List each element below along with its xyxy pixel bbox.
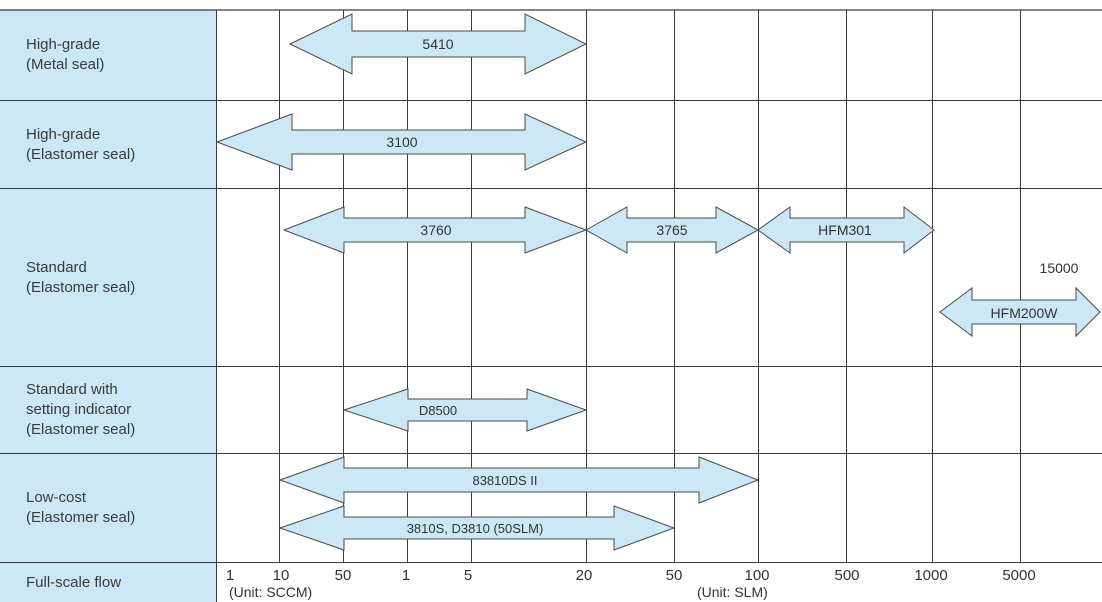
arrow-d8500: [342, 388, 588, 432]
axis-ticks: 1 10 50 1 5 20 50 100 500 1000 5000 (Uni…: [226, 567, 1036, 600]
arrow-label-3100: 3100: [386, 134, 417, 150]
arrow-3810s-d3810: [278, 505, 676, 551]
tick-label: 20: [576, 567, 593, 584]
arrow-label-hfm301: HFM301: [818, 222, 872, 238]
arrow-hfm200w: [939, 286, 1101, 338]
arrow-label-3810s-d3810: 3810S, D3810 (50SLM): [407, 521, 544, 536]
tick-label: 1: [402, 567, 410, 584]
row-label-standard: Standard (Elastomer seal): [0, 189, 216, 366]
arrow-label-83810ds-ii: 83810DS II: [472, 473, 537, 488]
tick-label: 500: [834, 567, 859, 584]
tick-label: 5000: [1002, 567, 1035, 584]
arrow-5410: [288, 13, 588, 75]
tick-label: 50: [335, 567, 352, 584]
tick-label: 50: [666, 567, 683, 584]
row-label-low-cost: Low-cost (Elastomer seal): [0, 454, 216, 562]
grid: [0, 9, 1102, 602]
arrow-label-5410: 5410: [422, 36, 453, 52]
axis-label: Full-scale flow: [0, 563, 216, 602]
row-label-high-grade-elastomer: High-grade (Elastomer seal): [0, 101, 216, 188]
tick-label: 100: [744, 567, 769, 584]
arrow-label-d8500: D8500: [419, 403, 457, 418]
row-label-standard-with-indicator: Standard with setting indicator (Elastom…: [0, 367, 216, 453]
row-label-high-grade-metal: High-grade (Metal seal): [0, 10, 216, 100]
arrow-label-3765: 3765: [656, 222, 687, 238]
tick-label: 5: [464, 567, 472, 584]
arrow-83810ds-ii: [278, 456, 760, 504]
product-arrows: 5410 3100 3760 3765 HFM301 HFM200W 15000…: [215, 13, 1101, 551]
arrow-label-3760: 3760: [420, 222, 451, 238]
max-flow-label-15000: 15000: [1040, 260, 1079, 276]
arrow-hfm301: [757, 205, 935, 255]
arrow-3100: [215, 113, 588, 171]
tick-label: 1: [226, 567, 234, 584]
tick-label: 1000: [914, 567, 947, 584]
tick-label: 10: [273, 567, 290, 584]
unit-label-slm: (Unit: SLM): [697, 584, 768, 600]
arrow-label-hfm200w: HFM200W: [991, 305, 1059, 321]
unit-label-sccm: (Unit: SCCM): [229, 584, 312, 600]
